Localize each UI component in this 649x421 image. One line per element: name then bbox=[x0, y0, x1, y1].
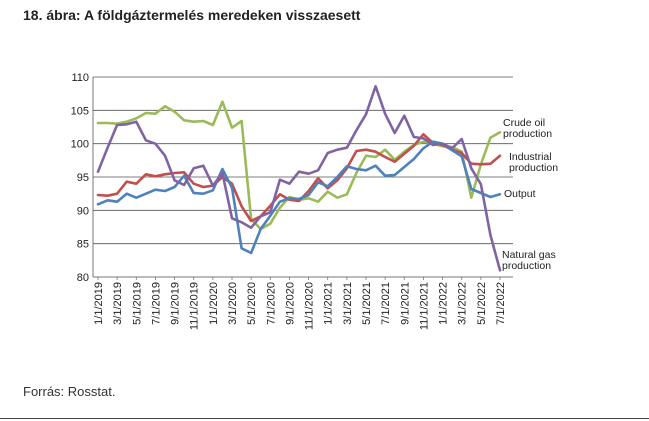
y-tick-label: 90 bbox=[77, 205, 89, 217]
label-output: Output bbox=[504, 188, 536, 200]
x-tick-label: 3/1/2019 bbox=[112, 282, 124, 325]
x-tick-label: 7/1/2020 bbox=[265, 282, 277, 325]
x-tick-label: 1/1/2021 bbox=[323, 282, 335, 325]
x-tick-label: 7/1/2021 bbox=[380, 282, 392, 325]
x-tick-label: 5/1/2021 bbox=[361, 282, 373, 325]
x-tick-label: 7/1/2019 bbox=[150, 282, 162, 325]
label-industrial-line1: Industrial bbox=[509, 151, 552, 163]
series-lines bbox=[96, 85, 502, 272]
x-tick-label: 1/1/2022 bbox=[438, 282, 450, 325]
x-tick-label: 7/1/2022 bbox=[495, 282, 507, 325]
x-tick-label: 5/1/2022 bbox=[476, 282, 488, 325]
x-tick-label: 9/1/2019 bbox=[170, 282, 182, 325]
figure-title: 18. ábra: A földgáztermelés meredeken vi… bbox=[23, 7, 361, 23]
bottom-divider bbox=[0, 418, 649, 419]
x-tick-label: 9/1/2021 bbox=[399, 282, 411, 325]
y-tick-label: 80 bbox=[77, 272, 89, 284]
x-tick-label: 1/1/2020 bbox=[208, 282, 220, 325]
source-note: Forrás: Rosstat. bbox=[23, 384, 116, 399]
y-tick-labels: 80 85 90 95 100 105 110 bbox=[71, 72, 89, 284]
y-tick-label: 95 bbox=[77, 172, 89, 184]
label-crude-oil-line2: production bbox=[503, 128, 552, 140]
x-tick-label: 1/1/2019 bbox=[93, 282, 105, 325]
label-natural-gas-line1: Natural gas bbox=[502, 249, 556, 261]
label-natural-gas-line2: production bbox=[502, 260, 551, 272]
x-tick-label: 5/1/2020 bbox=[246, 282, 258, 325]
x-tick-label: 5/1/2019 bbox=[131, 282, 143, 325]
series-line-2 bbox=[96, 140, 502, 255]
x-tick-label: 11/1/2019 bbox=[189, 282, 201, 330]
y-tick-label: 105 bbox=[71, 105, 89, 117]
y-tick-label: 85 bbox=[77, 239, 89, 251]
x-tick-label: 3/1/2022 bbox=[457, 282, 469, 325]
x-tick-label: 3/1/2020 bbox=[227, 282, 239, 325]
y-tick-label: 110 bbox=[71, 72, 89, 84]
gridlines bbox=[93, 76, 513, 245]
x-tick-label: 9/1/2020 bbox=[284, 282, 296, 325]
y-tick-label: 100 bbox=[71, 139, 89, 151]
x-tick-labels: 1/1/2019 3/1/2019 5/1/2019 7/1/2019 9/1/2019… bbox=[93, 277, 507, 330]
label-crude-oil-line1: Crude oil bbox=[503, 117, 545, 129]
label-industrial-line2: production bbox=[509, 162, 558, 174]
x-tick-label: 11/1/2021 bbox=[418, 282, 430, 330]
series-line-0 bbox=[96, 100, 502, 231]
x-tick-label: 11/1/2020 bbox=[304, 282, 316, 330]
line-chart: 80 85 90 95 100 105 110 1/1/2019 3/1/2019 5/1/20… bbox=[71, 72, 559, 330]
x-tick-label: 3/1/2021 bbox=[342, 282, 354, 325]
series-line-3 bbox=[96, 85, 502, 272]
